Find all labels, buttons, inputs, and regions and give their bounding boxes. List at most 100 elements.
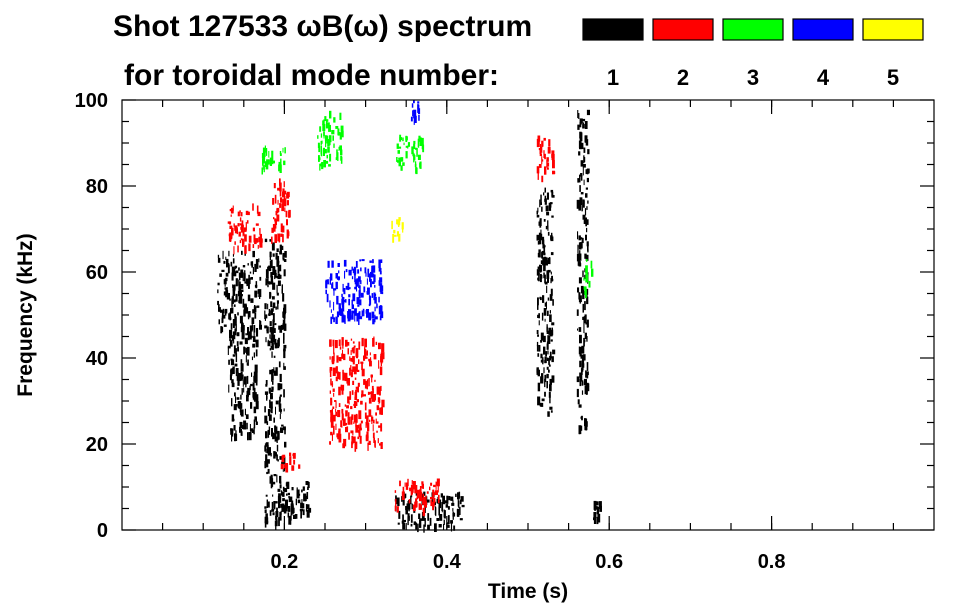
spectrum-speck [244, 307, 249, 314]
spectrum-speck [253, 325, 256, 333]
spectrum-speck [253, 427, 255, 435]
spectrum-speck [276, 444, 279, 452]
spectrum-speck [417, 104, 420, 109]
spectrum-speck [229, 338, 231, 342]
spectrum-speck [283, 332, 285, 340]
spectrum-speck [272, 306, 274, 312]
spectrum-speck [549, 294, 553, 301]
spectrum-speck [540, 332, 544, 341]
spectrum-speck [368, 295, 371, 300]
spectrum-speck [230, 359, 235, 366]
spectrum-speck [378, 280, 381, 286]
spectrum-speck [239, 240, 242, 244]
spectrum-speck [355, 418, 357, 427]
spectrum-speck [266, 326, 269, 334]
spectrum-speck [298, 464, 301, 469]
spectrum-speck [280, 324, 284, 330]
spectrum-speck [546, 381, 548, 389]
spectrum-speck [597, 513, 601, 523]
spectrum-speck [272, 381, 274, 385]
spectrum-speck [348, 298, 350, 306]
spectrum-speck [217, 257, 221, 263]
spectrum-speck [542, 295, 545, 303]
spectrum-speck [240, 224, 244, 233]
spectrum-speck [538, 320, 540, 326]
spectrum-speck [418, 114, 420, 121]
spectrum-speck [232, 208, 234, 214]
spectrum-speck [250, 261, 253, 266]
spectrum-speck [423, 501, 427, 508]
spectrum-speck [550, 288, 553, 296]
spectrum-speck [255, 394, 259, 402]
spectrum-speck [277, 255, 280, 264]
spectrum-speck [347, 342, 350, 346]
spectrum-speck [230, 308, 232, 314]
spectrum-speck [352, 356, 355, 363]
spectrum-speck [283, 323, 287, 331]
spectrum-speck [296, 489, 300, 499]
spectrum-speck [337, 372, 341, 380]
spectrum-speck [355, 348, 359, 357]
spectrum-speck [244, 408, 246, 416]
spectrum-speck [236, 332, 240, 337]
spectrum-speck [272, 319, 275, 323]
spectrum-speck [546, 373, 549, 379]
spectrum-speck [445, 504, 449, 508]
spectrum-speck [232, 284, 234, 288]
spectrum-speck [293, 459, 296, 465]
spectrum-speck [324, 116, 327, 122]
spectrum-speck [379, 305, 383, 315]
spectrum-speck [585, 322, 589, 325]
spectrum-speck [280, 427, 283, 433]
spectrum-speck [363, 309, 365, 317]
spectrum-speck [289, 452, 292, 457]
spectrum-speck [596, 501, 599, 506]
spectrum-speck [243, 376, 247, 385]
spectrum-speck [379, 386, 381, 396]
spectrum-speck [359, 285, 361, 291]
spectrum-speck [357, 386, 359, 393]
spectrum-speck [273, 474, 277, 477]
spectrum-speck [536, 344, 539, 352]
spectrum-speck [275, 367, 278, 376]
spectrum-speck [358, 279, 360, 289]
spectrum-speck [258, 258, 260, 263]
spectrum-speck [419, 493, 423, 502]
spectrum-speck [229, 312, 231, 321]
spectrum-speck [541, 312, 544, 321]
spectrum-speck [276, 436, 279, 441]
spectrum-speck [355, 386, 359, 389]
spectrum-speck [264, 310, 266, 320]
spectrum-speck [331, 356, 335, 363]
spectrum-speck [338, 433, 342, 443]
spectrum-speck [237, 372, 239, 378]
spectrum-speck [351, 435, 354, 445]
spectrum-speck [349, 287, 351, 290]
spectrum-speck [415, 522, 417, 530]
spectrum-speck [322, 123, 326, 132]
legend-swatch-mode-4 [792, 18, 854, 41]
spectrum-speck [255, 380, 258, 386]
spectrum-speck [400, 157, 404, 162]
spectrum-speck [366, 291, 368, 295]
spectrum-speck [540, 194, 542, 204]
spectrum-speck [294, 514, 298, 519]
spectrum-speck [282, 492, 285, 497]
spectrum-speck [246, 394, 249, 402]
spectrum-speck [279, 329, 283, 333]
spectrum-speck [283, 348, 286, 352]
spectrum-speck [421, 493, 424, 501]
spectrum-speck [372, 388, 374, 394]
spectrum-speck [265, 314, 268, 319]
spectrum-speck [366, 379, 369, 387]
spectrum-speck [543, 256, 547, 266]
spectrum-speck [457, 492, 460, 500]
spectrum-speck [269, 399, 271, 409]
spectrum-speck [540, 359, 544, 363]
spectrum-speck [549, 314, 552, 322]
spectrum-speck [403, 142, 405, 146]
spectrum-speck [224, 308, 228, 314]
spectrum-speck [537, 334, 539, 337]
spectrum-speck [268, 159, 270, 165]
spectrum-speck [344, 404, 347, 407]
